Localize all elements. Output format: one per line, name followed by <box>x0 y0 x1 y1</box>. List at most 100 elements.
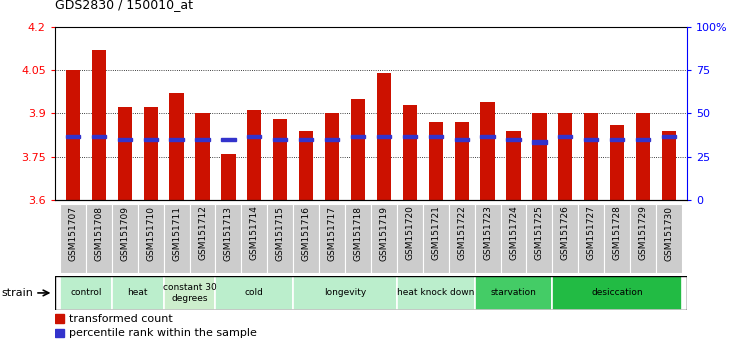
Bar <box>455 122 469 200</box>
Bar <box>221 138 235 141</box>
Bar <box>636 138 650 141</box>
Bar <box>480 102 495 200</box>
Text: GSM151710: GSM151710 <box>146 206 155 261</box>
Bar <box>60 276 112 310</box>
Bar <box>662 131 676 200</box>
Bar <box>325 113 339 200</box>
Text: GSM151726: GSM151726 <box>561 206 570 261</box>
Text: GSM151712: GSM151712 <box>198 206 207 261</box>
Text: GSM151716: GSM151716 <box>302 206 311 261</box>
Text: GSM151724: GSM151724 <box>509 206 518 261</box>
Bar <box>66 135 80 138</box>
Bar <box>118 138 132 141</box>
Text: GSM151708: GSM151708 <box>94 206 103 261</box>
FancyBboxPatch shape <box>371 204 397 273</box>
Bar <box>55 329 64 337</box>
Text: heat: heat <box>127 289 148 297</box>
Bar <box>92 50 106 200</box>
Bar <box>92 135 106 138</box>
Bar <box>455 138 469 141</box>
FancyBboxPatch shape <box>423 204 449 273</box>
Bar <box>403 104 417 200</box>
Bar <box>299 138 314 141</box>
FancyBboxPatch shape <box>189 204 216 273</box>
Bar <box>118 108 132 200</box>
Bar <box>474 276 553 310</box>
Bar <box>299 131 314 200</box>
FancyBboxPatch shape <box>474 204 501 273</box>
Text: GSM151723: GSM151723 <box>483 206 492 261</box>
Text: GSM151727: GSM151727 <box>587 206 596 261</box>
Bar <box>428 135 443 138</box>
Text: GSM151720: GSM151720 <box>406 206 414 261</box>
FancyBboxPatch shape <box>578 204 605 273</box>
FancyBboxPatch shape <box>137 204 164 273</box>
Text: heat knock down: heat knock down <box>397 289 474 297</box>
FancyBboxPatch shape <box>60 204 86 273</box>
Bar <box>610 138 624 141</box>
Bar <box>195 138 210 141</box>
Bar <box>376 73 391 200</box>
FancyBboxPatch shape <box>293 204 319 273</box>
Text: GSM151725: GSM151725 <box>535 206 544 261</box>
FancyBboxPatch shape <box>397 204 423 273</box>
FancyBboxPatch shape <box>630 204 656 273</box>
FancyBboxPatch shape <box>268 204 293 273</box>
Text: GSM151722: GSM151722 <box>457 206 466 261</box>
FancyBboxPatch shape <box>501 204 526 273</box>
FancyBboxPatch shape <box>345 204 371 273</box>
Text: GSM151721: GSM151721 <box>431 206 440 261</box>
Bar <box>507 131 520 200</box>
Bar <box>247 135 262 138</box>
FancyBboxPatch shape <box>112 204 137 273</box>
Text: starvation: starvation <box>491 289 537 297</box>
Text: cold: cold <box>245 289 264 297</box>
FancyBboxPatch shape <box>553 204 578 273</box>
FancyBboxPatch shape <box>216 204 241 273</box>
Bar <box>376 135 391 138</box>
Text: longevity: longevity <box>324 289 366 297</box>
FancyBboxPatch shape <box>605 204 630 273</box>
Text: GSM151713: GSM151713 <box>224 206 233 261</box>
Text: GSM151729: GSM151729 <box>639 206 648 261</box>
FancyBboxPatch shape <box>164 204 189 273</box>
Bar <box>428 122 443 200</box>
Bar <box>553 276 682 310</box>
Bar <box>325 138 339 141</box>
FancyBboxPatch shape <box>86 204 112 273</box>
Bar <box>195 113 210 200</box>
Bar <box>293 276 397 310</box>
FancyBboxPatch shape <box>241 204 268 273</box>
Bar <box>584 113 599 200</box>
Bar <box>507 138 520 141</box>
Bar <box>636 113 650 200</box>
Text: GSM151709: GSM151709 <box>121 206 129 261</box>
Bar <box>480 135 495 138</box>
Bar <box>662 135 676 138</box>
Text: control: control <box>70 289 102 297</box>
Bar <box>532 141 547 144</box>
Text: GDS2830 / 150010_at: GDS2830 / 150010_at <box>55 0 193 11</box>
Text: strain: strain <box>1 288 34 298</box>
Bar <box>221 154 235 200</box>
Bar <box>170 93 183 200</box>
Bar <box>532 113 547 200</box>
Bar <box>170 138 183 141</box>
Text: constant 30
degrees: constant 30 degrees <box>163 283 216 303</box>
Text: GSM151719: GSM151719 <box>379 206 388 261</box>
Bar <box>397 276 474 310</box>
Text: transformed count: transformed count <box>69 314 173 324</box>
Text: GSM151717: GSM151717 <box>327 206 336 261</box>
Bar <box>351 135 366 138</box>
Text: GSM151711: GSM151711 <box>172 206 181 261</box>
Text: GSM151728: GSM151728 <box>613 206 621 261</box>
Bar <box>351 99 366 200</box>
Text: percentile rank within the sample: percentile rank within the sample <box>69 328 257 338</box>
FancyBboxPatch shape <box>656 204 682 273</box>
Bar <box>558 113 572 200</box>
Bar <box>66 70 80 200</box>
Text: GSM151707: GSM151707 <box>69 206 77 261</box>
Bar <box>403 135 417 138</box>
Text: GSM151718: GSM151718 <box>354 206 363 261</box>
Text: GSM151715: GSM151715 <box>276 206 285 261</box>
